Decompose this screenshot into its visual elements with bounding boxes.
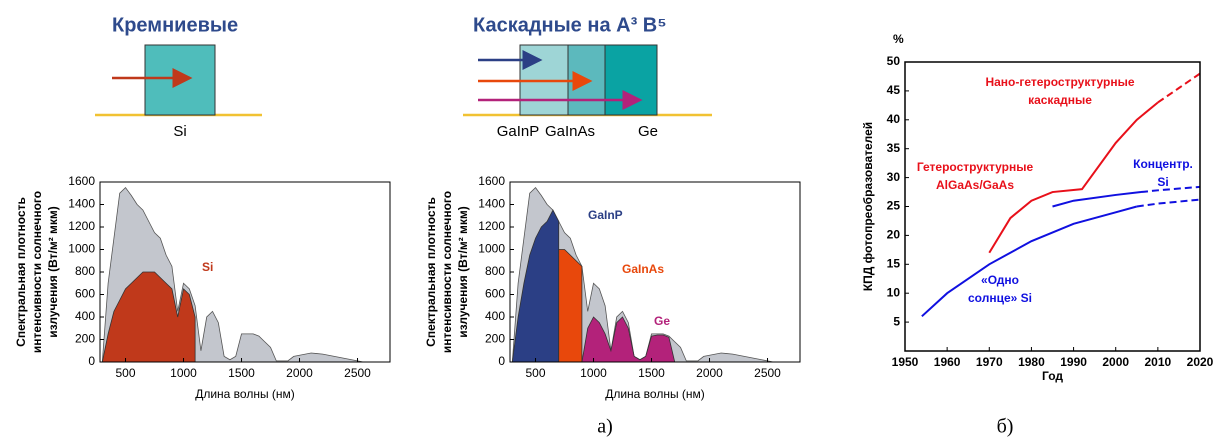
y-axis-label: КПД фотопреобразователей xyxy=(861,122,875,291)
y-tick-label: 40 xyxy=(887,112,901,126)
x-tick-label: 1990 xyxy=(1060,355,1087,369)
y-tick-label: 600 xyxy=(75,287,95,301)
x-tick-label: 2000 xyxy=(1102,355,1129,369)
y-axis-label: интенсивности солнечного xyxy=(440,191,454,353)
y-tick-label: 200 xyxy=(75,332,95,346)
x-tick-label: 1000 xyxy=(580,366,607,380)
y-tick-label: 20 xyxy=(887,228,901,242)
y-tick-label: 5 xyxy=(893,314,900,328)
y-axis-label: Спектральная плотность xyxy=(424,197,438,347)
x-tick-label: 1960 xyxy=(934,355,961,369)
diagram-title: Каскадные на A³ B⁵ xyxy=(473,14,667,36)
annotation: Si xyxy=(1157,175,1168,189)
spectrum-area xyxy=(581,316,676,363)
y-tick-label: 800 xyxy=(75,264,95,278)
x-tick-label: 2000 xyxy=(696,366,723,380)
y-tick-label: 50 xyxy=(887,54,901,68)
y-tick-label: 45 xyxy=(887,83,901,97)
annotation: солнце» Si xyxy=(968,291,1032,305)
y-tick-label: 1400 xyxy=(68,197,95,211)
y-tick-label: 1600 xyxy=(68,174,95,188)
x-tick-label: 1000 xyxy=(170,366,197,380)
cascade-diagram: Каскадные на A³ B⁵ GaInP GaInAs Ge xyxy=(463,14,712,140)
x-tick-label: 2500 xyxy=(344,366,371,380)
x-axis-label: Год xyxy=(1042,369,1063,383)
y-tick-label: 200 xyxy=(485,332,505,346)
y-tick-label: 400 xyxy=(485,309,505,323)
y-tick-label: 1000 xyxy=(68,242,95,256)
y-axis-label: интенсивности солнечного xyxy=(30,191,44,353)
series-label: Ge xyxy=(654,314,670,328)
y-tick-label: 600 xyxy=(485,287,505,301)
x-tick-label: 2500 xyxy=(754,366,781,380)
x-tick-label: 2000 xyxy=(286,366,313,380)
x-tick-label: 1980 xyxy=(1018,355,1045,369)
efficiency-line xyxy=(1157,72,1201,104)
y-axis-label: Спектральная плотность xyxy=(14,197,28,347)
y-axis-label: излучения (Вт/м² мкм) xyxy=(46,206,60,338)
y-tick-label: 1000 xyxy=(478,242,505,256)
x-tick-label: 1500 xyxy=(228,366,255,380)
annotation: Гетероструктурные xyxy=(917,160,1034,174)
y-tick-label: 10 xyxy=(887,285,901,299)
y-axis-label: излучения (Вт/м² мкм) xyxy=(456,206,470,338)
x-tick-label: 1950 xyxy=(892,355,919,369)
annotation: Концентр. xyxy=(1133,157,1193,171)
y-tick-label: 30 xyxy=(887,170,901,184)
x-axis-label: Длина волны (нм) xyxy=(605,387,705,401)
x-tick-label: 500 xyxy=(526,366,546,380)
spectrum-area xyxy=(558,249,583,363)
efficiency-line xyxy=(921,205,1138,318)
efficiency-line xyxy=(1140,185,1201,194)
diagram-title: Кремниевые xyxy=(112,14,238,36)
efficiency-line xyxy=(1052,191,1142,208)
cell xyxy=(604,44,658,116)
x-tick-label: 2020 xyxy=(1187,355,1214,369)
y-tick-label: 35 xyxy=(887,141,901,155)
layer-label: GaInP xyxy=(497,123,540,140)
series-label: Si xyxy=(202,260,213,274)
unit-label: % xyxy=(893,32,904,46)
y-tick-label: 0 xyxy=(88,354,95,368)
caption: а) xyxy=(597,416,613,438)
y-tick-label: 1200 xyxy=(478,219,505,233)
layer-label: Ge xyxy=(638,123,658,140)
si-diagram: Кремниевые Si xyxy=(95,14,262,140)
layer-label: Si xyxy=(173,123,186,140)
y-tick-label: 15 xyxy=(887,256,901,270)
y-tick-label: 1600 xyxy=(478,174,505,188)
efficiency-line xyxy=(988,101,1159,254)
spectrum-area xyxy=(101,271,196,363)
x-tick-label: 1500 xyxy=(638,366,665,380)
y-tick-label: 1400 xyxy=(478,197,505,211)
y-tick-label: 0 xyxy=(498,354,505,368)
y-tick-label: 25 xyxy=(887,199,901,213)
cell xyxy=(144,44,216,116)
annotation: Нано-гетероструктурные xyxy=(985,75,1134,89)
x-axis-label: Длина волны (нм) xyxy=(195,387,295,401)
y-tick-label: 1200 xyxy=(68,219,95,233)
annotation: AlGaAs/GaAs xyxy=(936,178,1014,192)
efficiency-line xyxy=(1136,198,1201,208)
annotation: каскадные xyxy=(1028,93,1092,107)
x-tick-label: 2010 xyxy=(1145,355,1172,369)
x-tick-label: 500 xyxy=(116,366,136,380)
series-label: GaInP xyxy=(588,208,623,222)
caption: б) xyxy=(997,416,1014,438)
layer-label: GaInAs xyxy=(545,123,595,140)
series-label: GaInAs xyxy=(622,262,664,276)
x-tick-label: 1970 xyxy=(976,355,1003,369)
y-tick-label: 400 xyxy=(75,309,95,323)
y-tick-label: 800 xyxy=(485,264,505,278)
annotation: «Одно xyxy=(981,273,1019,287)
